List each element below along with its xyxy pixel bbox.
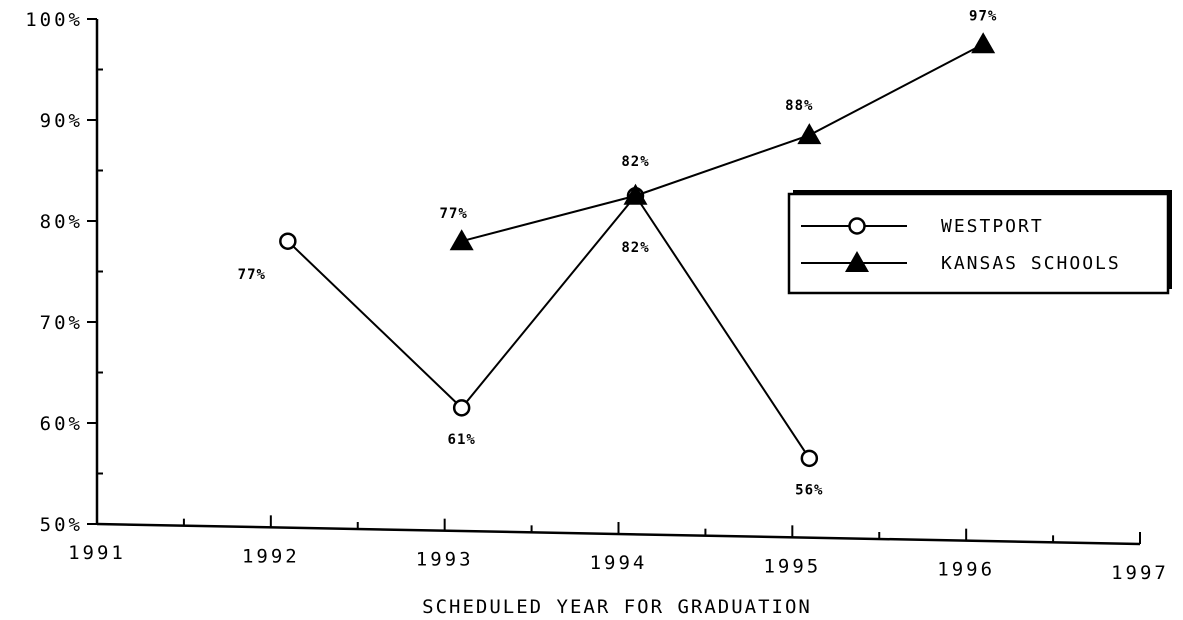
data-point-triangle xyxy=(971,32,996,54)
data-label: 61% xyxy=(448,432,476,448)
data-label: 77% xyxy=(440,206,468,222)
x-axis-ticks: 1991 1992 1993 1994 1995 1996 1997 xyxy=(68,512,1169,584)
series-layer: 77% 61% 82% 56% 77% 82% 88% 97% xyxy=(238,8,997,498)
x-tick-label: 1994 xyxy=(590,552,648,574)
x-tick-label: 1993 xyxy=(416,549,474,571)
data-point-triangle xyxy=(623,183,648,205)
data-label: 88% xyxy=(785,98,813,114)
y-tick-label: 90% xyxy=(40,110,83,132)
data-label: 77% xyxy=(238,267,266,283)
data-label: 82% xyxy=(621,154,649,170)
x-axis-title: SCHEDULED YEAR FOR GRADUATION xyxy=(422,596,812,618)
series-westport: 77% 61% 82% 56% xyxy=(238,187,823,498)
series-line xyxy=(461,43,984,243)
y-tick-label: 100% xyxy=(25,9,83,31)
y-tick-label: 70% xyxy=(40,312,83,334)
series-kansas-schools: 77% 82% 88% 97% xyxy=(440,8,997,251)
legend-triangle-marker xyxy=(845,251,869,272)
x-tick-label: 1991 xyxy=(68,542,126,564)
data-point-circle xyxy=(452,399,471,417)
x-tick-label: 1997 xyxy=(1111,562,1169,584)
series-line xyxy=(287,194,811,459)
y-tick-label: 80% xyxy=(40,211,83,233)
data-point-triangle xyxy=(449,229,474,251)
data-point-circle xyxy=(279,232,297,250)
x-tick-label: 1995 xyxy=(763,555,821,577)
y-tick-label: 50% xyxy=(40,514,83,536)
x-tick-label: 1996 xyxy=(937,559,995,581)
y-tick-label: 60% xyxy=(40,413,83,435)
legend: WESTPORT KANSAS SCHOOLS xyxy=(787,190,1172,295)
legend-box xyxy=(787,192,1170,295)
legend-circle-marker xyxy=(848,217,866,235)
data-label: 97% xyxy=(969,8,997,24)
data-label: 82% xyxy=(621,240,649,256)
legend-label: WESTPORT xyxy=(941,216,1044,237)
data-point-triangle xyxy=(797,123,822,145)
x-tick-label: 1992 xyxy=(242,545,300,567)
data-point-circle xyxy=(800,449,819,468)
legend-label: KANSAS SCHOOLS xyxy=(941,253,1121,274)
data-label: 56% xyxy=(795,482,823,498)
y-axis-ticks: 50% 60% 70% 80% 90% 100% xyxy=(25,9,103,536)
